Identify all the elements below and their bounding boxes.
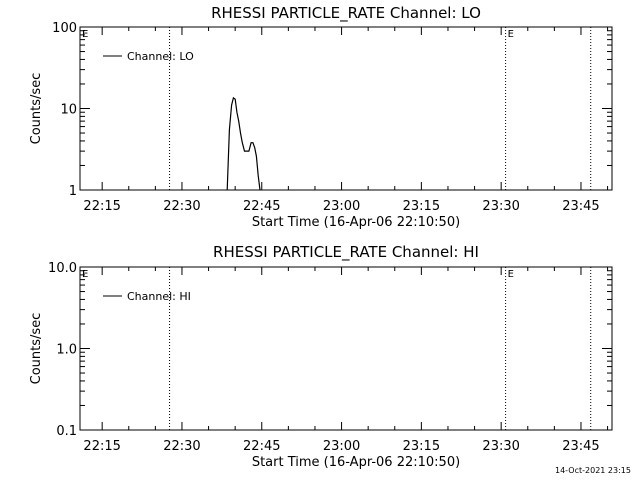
x-tick-label: 22:15 [83,199,120,214]
event-marker-label: E [508,269,514,280]
x-tick-label: 23:00 [323,439,360,454]
x-tick-label: 23:15 [403,199,440,214]
x-tick-label: 23:30 [482,199,519,214]
x-tick-label: 23:45 [562,439,599,454]
y-axis-label: Counts/sec [29,73,44,145]
legend-label: Channel: LO [127,50,194,63]
x-tick-label: 23:30 [482,439,519,454]
y-tick-label: 100 [52,21,77,36]
y-tick-label: 1.0 [56,343,77,358]
timestamp: 14-Oct-2021 23:15 [555,466,631,475]
series-line [226,96,261,191]
y-tick-label: 1 [69,184,77,199]
x-tick-label: 22:45 [243,199,280,214]
start-marker-label: E [82,269,88,280]
x-tick-label: 22:45 [243,439,280,454]
x-tick-label: 22:15 [83,439,120,454]
x-tick-label: 23:00 [323,199,360,214]
y-tick-label: 10 [60,103,77,118]
x-axis-label: Start Time (16-Apr-06 22:10:50) [252,215,460,230]
y-tick-label: 10.0 [48,261,77,276]
x-tick-label: 22:30 [163,439,200,454]
x-tick-label: 22:30 [163,199,200,214]
event-marker-label: E [508,29,514,40]
y-axis-label: Counts/sec [29,313,44,385]
y-tick-label: 0.1 [56,424,77,439]
x-tick-label: 23:45 [562,199,599,214]
chart-title: RHESSI PARTICLE_RATE Channel: LO [211,4,481,23]
x-axis-label: Start Time (16-Apr-06 22:10:50) [252,455,460,470]
start-marker-label: E [82,29,88,40]
chart-title: RHESSI PARTICLE_RATE Channel: HI [213,243,479,262]
x-tick-label: 23:15 [403,439,440,454]
legend-label: Channel: HI [127,290,191,303]
